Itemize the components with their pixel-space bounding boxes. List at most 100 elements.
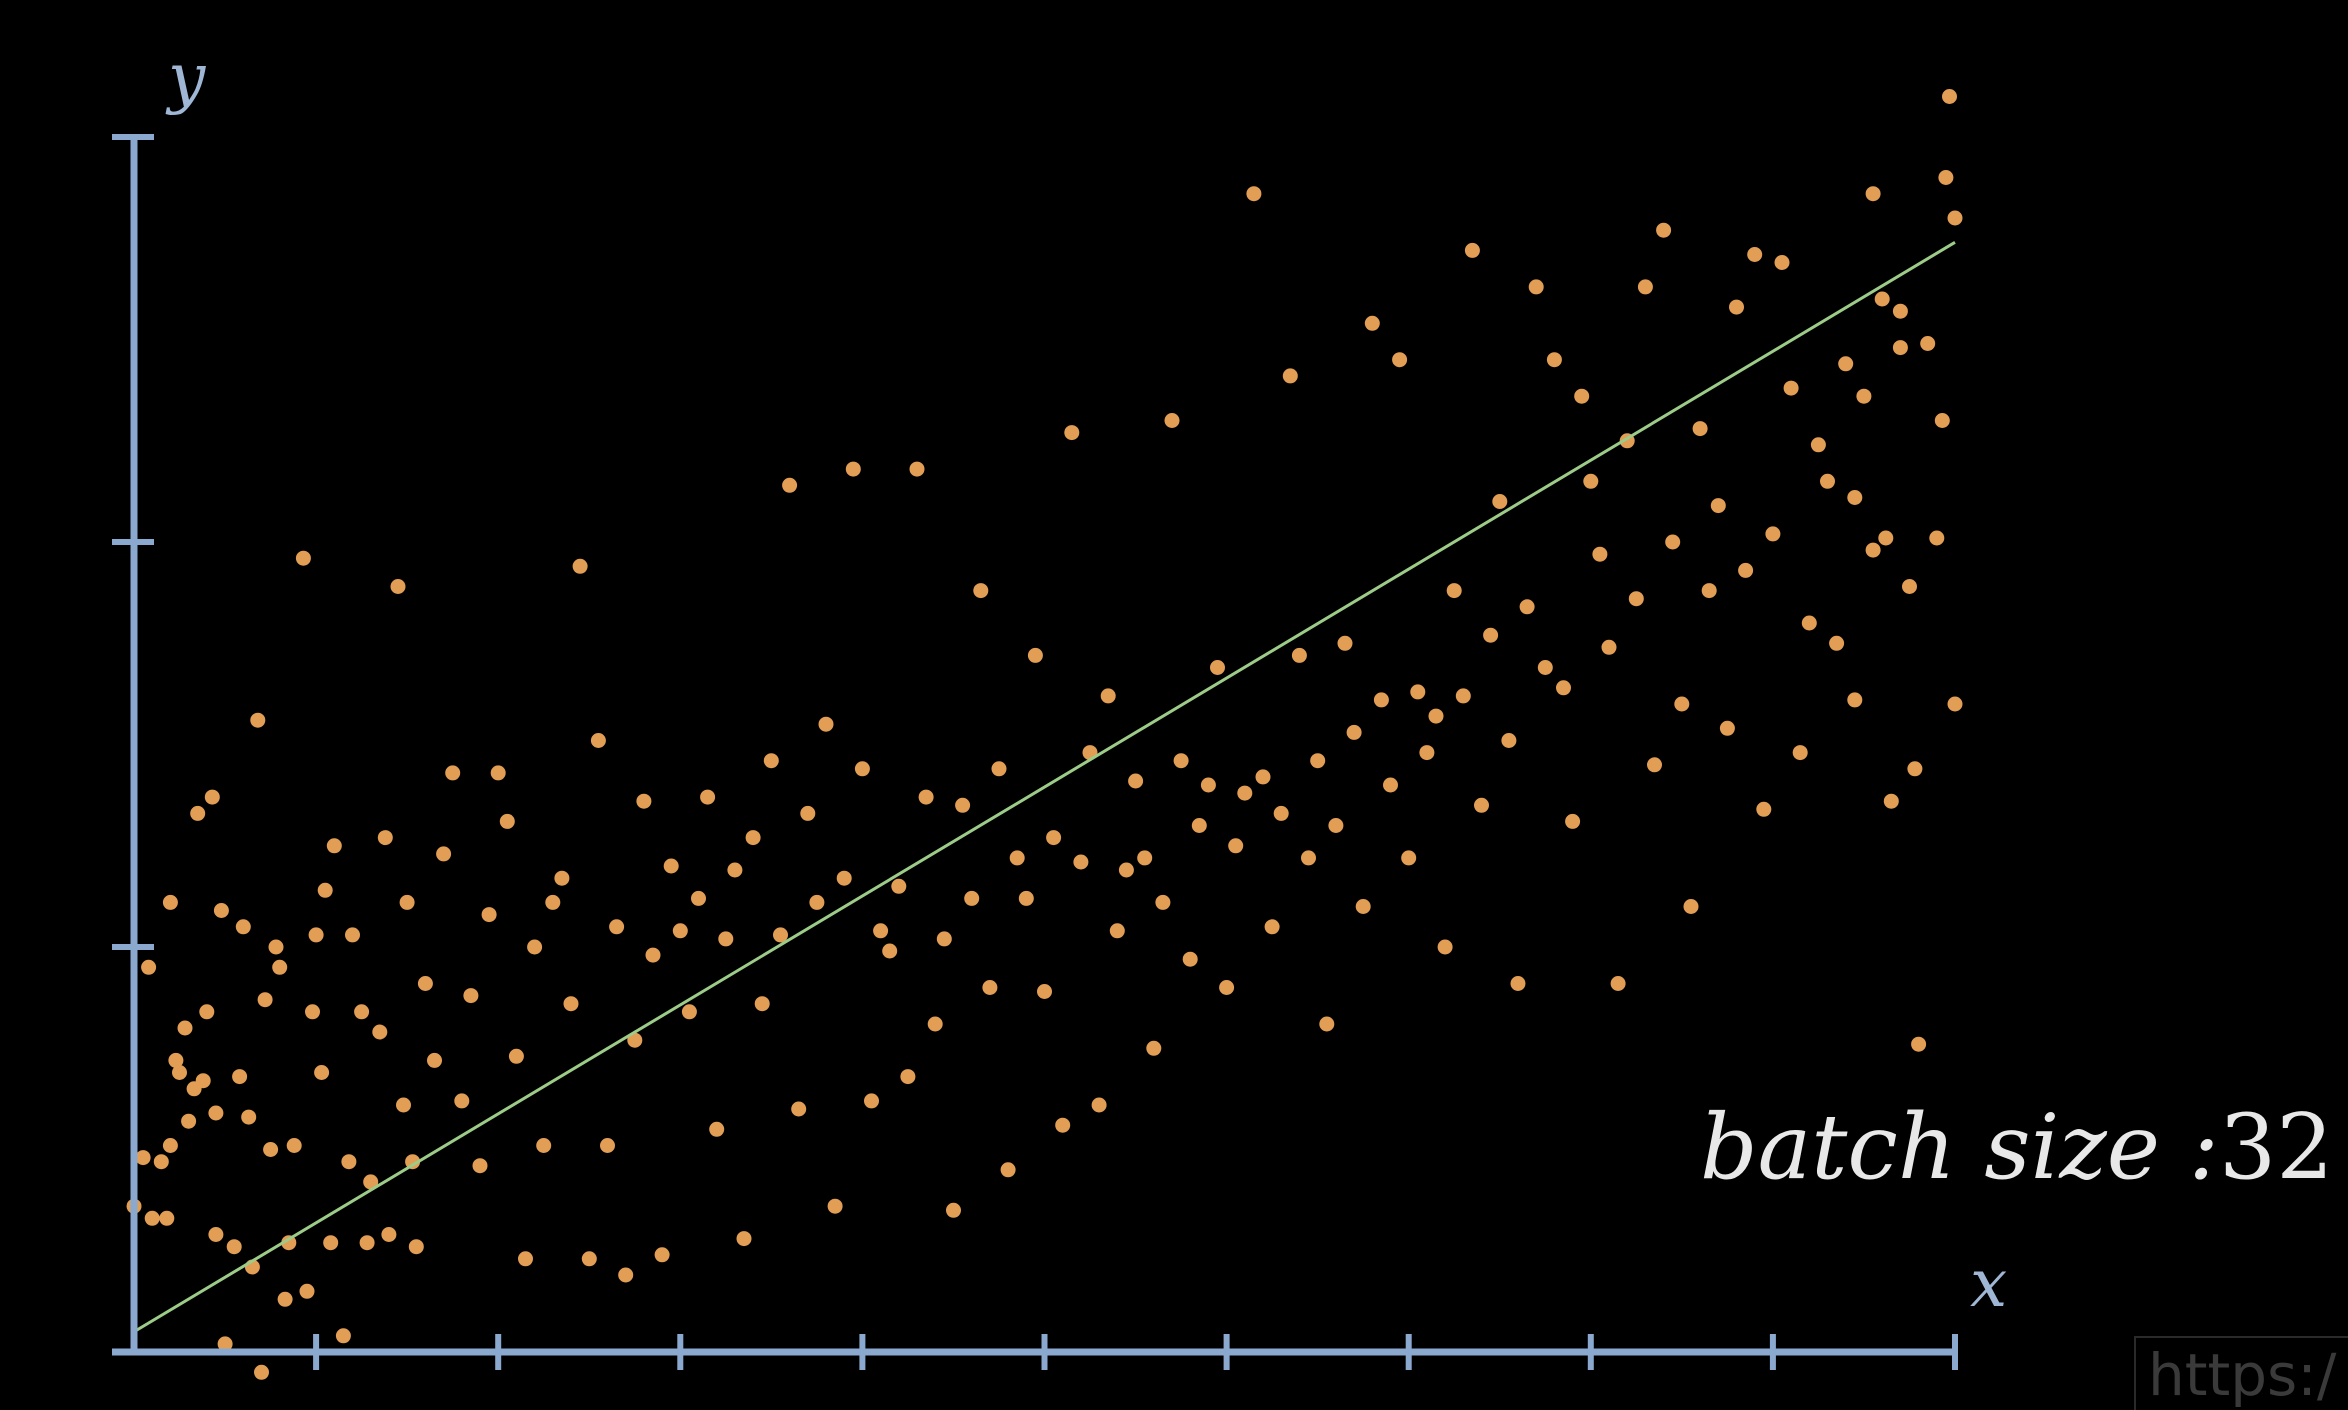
data-point <box>1710 498 1726 514</box>
data-point <box>472 1158 488 1174</box>
data-point <box>141 959 157 975</box>
data-point <box>1729 299 1744 315</box>
data-point <box>1934 413 1950 428</box>
data-point <box>1592 546 1608 562</box>
data-point <box>1892 340 1908 356</box>
data-point <box>1610 976 1626 991</box>
data-point <box>663 858 679 874</box>
data-point <box>263 1142 279 1157</box>
x-axis-label: x <box>1970 1245 2007 1322</box>
data-point <box>964 890 980 906</box>
data-point <box>1847 490 1863 505</box>
data-point <box>1683 899 1699 914</box>
data-point <box>1118 862 1134 878</box>
data-point <box>581 1251 597 1267</box>
data-point <box>1055 1117 1071 1133</box>
data-point <box>873 923 889 939</box>
data-point <box>845 461 861 477</box>
data-point <box>1942 89 1957 104</box>
data-point <box>1865 542 1881 558</box>
data-point <box>973 583 989 599</box>
data-point <box>736 1231 752 1247</box>
data-point <box>159 1210 175 1226</box>
data-point <box>363 1174 379 1190</box>
data-point <box>554 870 570 886</box>
data-point <box>1337 635 1353 651</box>
data-point <box>836 870 852 886</box>
data-point <box>1878 530 1894 546</box>
data-point <box>1902 579 1917 594</box>
data-point <box>1483 627 1499 643</box>
batch-size-label: batch size :32 <box>1700 1095 2334 1200</box>
data-point <box>1865 186 1881 202</box>
data-point <box>1565 813 1581 829</box>
data-point <box>1856 388 1872 404</box>
data-point <box>1628 591 1644 607</box>
data-point <box>1947 696 1963 712</box>
data-point <box>809 894 825 910</box>
data-point <box>1392 352 1408 368</box>
data-point <box>1419 745 1435 761</box>
data-point <box>1637 279 1653 295</box>
data-point <box>1455 688 1471 704</box>
data-point <box>317 882 333 898</box>
data-point <box>1410 684 1426 700</box>
data-point <box>1237 785 1253 801</box>
data-point <box>1774 255 1790 270</box>
data-point <box>390 579 406 594</box>
data-point <box>1182 951 1198 967</box>
data-point <box>1847 692 1863 708</box>
data-point <box>791 1101 807 1117</box>
data-point <box>1801 615 1817 631</box>
data-point <box>800 805 816 821</box>
data-point <box>1947 210 1963 226</box>
data-point <box>1146 1040 1162 1056</box>
data-point <box>1474 797 1489 813</box>
data-point <box>436 846 452 862</box>
data-point <box>681 1004 697 1020</box>
data-point <box>341 1154 357 1170</box>
data-point <box>1556 680 1571 696</box>
data-point <box>1255 769 1271 785</box>
data-point <box>1892 303 1908 319</box>
data-point <box>1291 647 1307 663</box>
data-point <box>417 976 433 991</box>
data-point <box>818 716 834 732</box>
data-point <box>305 1004 320 1020</box>
y-axis-label: y <box>165 39 206 116</box>
data-point <box>1738 562 1754 578</box>
data-point <box>1091 1097 1107 1113</box>
data-point <box>991 761 1007 777</box>
data-point <box>518 1251 533 1267</box>
data-point <box>1492 494 1508 509</box>
data-point <box>1128 773 1144 789</box>
data-point <box>1692 421 1708 437</box>
data-point <box>396 1097 411 1113</box>
data-point <box>1938 170 1954 185</box>
data-point <box>199 1004 215 1020</box>
data-point <box>144 1210 160 1226</box>
data-point <box>1210 660 1225 675</box>
data-point <box>1018 890 1034 906</box>
data-point <box>1792 745 1808 761</box>
data-point <box>250 712 266 728</box>
data-point <box>982 980 998 995</box>
data-point <box>1273 805 1289 821</box>
data-point <box>1109 923 1125 939</box>
data-point <box>1907 761 1923 777</box>
data-point <box>1246 186 1262 202</box>
data-point <box>377 830 393 846</box>
data-point <box>1820 473 1835 489</box>
data-point <box>1428 708 1444 724</box>
data-point <box>1510 976 1526 991</box>
data-point <box>1282 368 1298 384</box>
data-point <box>1228 838 1244 854</box>
data-point <box>162 1138 178 1153</box>
data-point <box>636 793 652 809</box>
data-point <box>405 1154 421 1170</box>
data-point <box>208 1105 224 1121</box>
data-point <box>1528 279 1544 295</box>
data-point <box>359 1235 375 1251</box>
data-point <box>618 1267 634 1283</box>
data-point <box>864 1093 879 1109</box>
